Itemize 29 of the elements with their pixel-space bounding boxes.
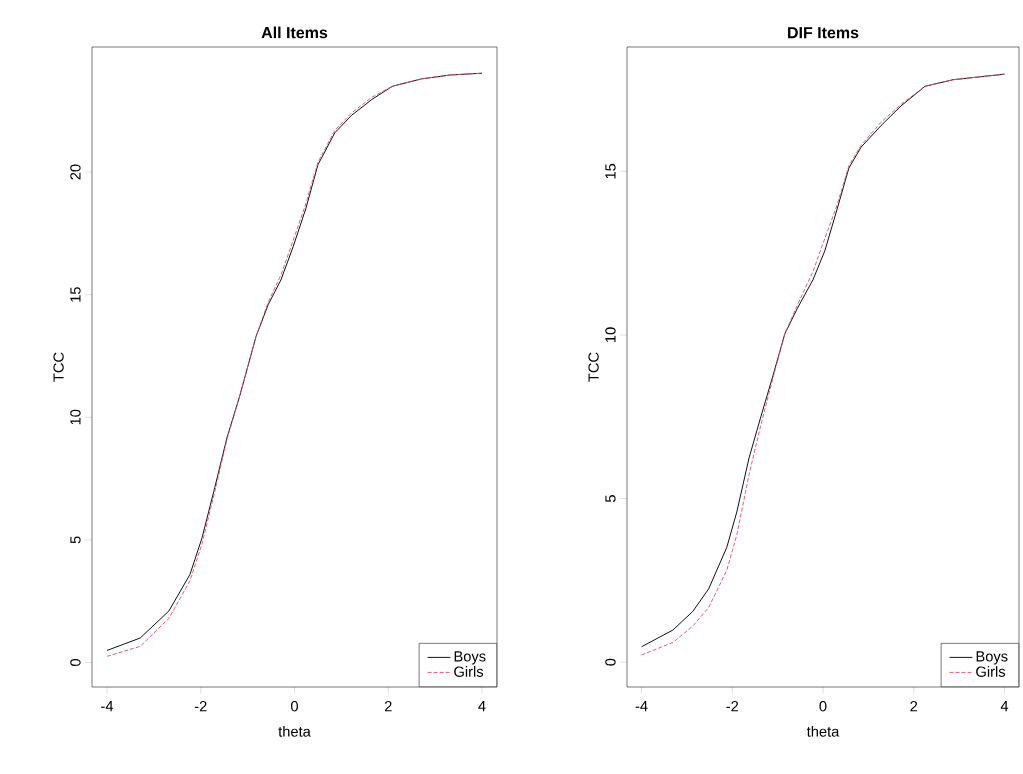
y-tick-label: 5	[70, 536, 81, 544]
x-axis-title: theta	[806, 725, 840, 737]
legend-label: Girls	[976, 666, 1006, 677]
x-tick-label: -2	[726, 701, 739, 712]
y-tick-label: 10	[70, 409, 81, 425]
chart-title: DIF Items	[788, 27, 859, 39]
y-tick-label: 10	[605, 327, 616, 342]
x-tick-label: 2	[910, 701, 918, 712]
legend-label: Girls	[454, 666, 484, 677]
y-tick-label: 0	[605, 658, 616, 666]
y-axis-title: TCC	[588, 352, 599, 382]
x-tick-label: -4	[635, 701, 648, 712]
x-tick-label: 4	[1000, 701, 1009, 712]
x-tick-label: 2	[384, 701, 392, 712]
y-tick-label: 20	[70, 164, 81, 180]
y-axis-title: TCC	[53, 352, 64, 382]
x-axis-title: theta	[278, 725, 311, 737]
chart-title: All Items	[261, 26, 328, 39]
x-tick-label: -2	[194, 701, 207, 712]
x-tick-label: 4	[478, 701, 486, 712]
x-tick-label: 0	[290, 701, 298, 712]
y-tick-label: 5	[605, 495, 616, 503]
legend-label: Boys	[976, 651, 1008, 665]
y-tick-label: 15	[70, 287, 81, 302]
y-tick-label: 15	[605, 163, 616, 179]
y-tick-label: 0	[70, 658, 81, 666]
legend-label: Boys	[454, 651, 486, 665]
x-tick-label: -4	[101, 701, 114, 712]
x-tick-label: 0	[819, 701, 827, 712]
